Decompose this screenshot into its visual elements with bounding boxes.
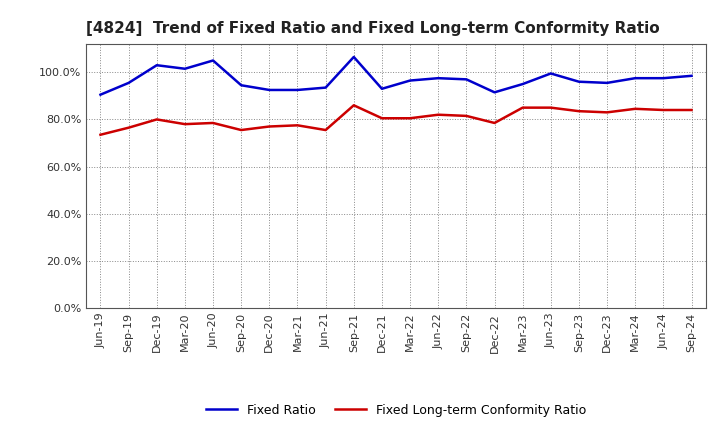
- Fixed Long-term Conformity Ratio: [659, 107, 667, 113]
- Text: [4824]  Trend of Fixed Ratio and Fixed Long-term Conformity Ratio: [4824] Trend of Fixed Ratio and Fixed Lo…: [86, 21, 660, 36]
- Fixed Long-term Conformity Ratio: [125, 125, 133, 130]
- Fixed Long-term Conformity Ratio: [377, 116, 386, 121]
- Fixed Long-term Conformity Ratio: [265, 124, 274, 129]
- Fixed Ratio: [631, 76, 639, 81]
- Fixed Ratio: [406, 78, 415, 83]
- Fixed Long-term Conformity Ratio: [321, 128, 330, 133]
- Fixed Ratio: [181, 66, 189, 71]
- Fixed Ratio: [321, 85, 330, 90]
- Fixed Long-term Conformity Ratio: [603, 110, 611, 115]
- Fixed Ratio: [265, 87, 274, 92]
- Fixed Long-term Conformity Ratio: [181, 121, 189, 127]
- Fixed Long-term Conformity Ratio: [631, 106, 639, 111]
- Legend: Fixed Ratio, Fixed Long-term Conformity Ratio: Fixed Ratio, Fixed Long-term Conformity …: [201, 399, 591, 422]
- Fixed Ratio: [209, 58, 217, 63]
- Fixed Long-term Conformity Ratio: [406, 116, 415, 121]
- Fixed Long-term Conformity Ratio: [209, 120, 217, 125]
- Fixed Ratio: [349, 54, 358, 59]
- Fixed Long-term Conformity Ratio: [293, 123, 302, 128]
- Fixed Ratio: [659, 76, 667, 81]
- Fixed Long-term Conformity Ratio: [575, 109, 583, 114]
- Fixed Ratio: [518, 81, 527, 87]
- Line: Fixed Ratio: Fixed Ratio: [101, 57, 691, 95]
- Fixed Ratio: [125, 80, 133, 85]
- Fixed Long-term Conformity Ratio: [518, 105, 527, 110]
- Fixed Long-term Conformity Ratio: [153, 117, 161, 122]
- Fixed Ratio: [434, 76, 443, 81]
- Fixed Ratio: [237, 83, 246, 88]
- Fixed Ratio: [377, 86, 386, 92]
- Fixed Ratio: [96, 92, 105, 97]
- Fixed Long-term Conformity Ratio: [687, 107, 696, 113]
- Fixed Long-term Conformity Ratio: [462, 113, 471, 118]
- Fixed Long-term Conformity Ratio: [237, 128, 246, 133]
- Fixed Ratio: [575, 79, 583, 84]
- Fixed Long-term Conformity Ratio: [490, 120, 499, 125]
- Fixed Ratio: [490, 90, 499, 95]
- Fixed Long-term Conformity Ratio: [546, 105, 555, 110]
- Fixed Ratio: [462, 77, 471, 82]
- Fixed Ratio: [293, 87, 302, 92]
- Fixed Ratio: [153, 62, 161, 68]
- Fixed Long-term Conformity Ratio: [96, 132, 105, 137]
- Fixed Ratio: [603, 80, 611, 85]
- Fixed Long-term Conformity Ratio: [434, 112, 443, 117]
- Fixed Long-term Conformity Ratio: [349, 103, 358, 108]
- Fixed Ratio: [687, 73, 696, 78]
- Line: Fixed Long-term Conformity Ratio: Fixed Long-term Conformity Ratio: [101, 105, 691, 135]
- Fixed Ratio: [546, 71, 555, 76]
